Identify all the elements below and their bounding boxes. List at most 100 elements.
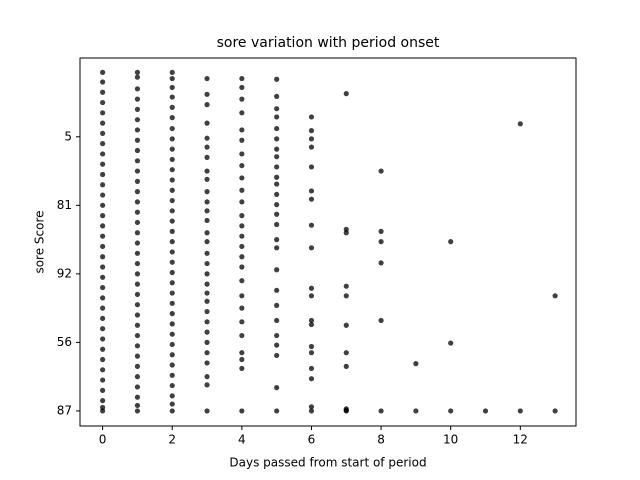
scatter-point: [239, 223, 245, 229]
scatter-point: [239, 151, 245, 157]
scatter-point: [204, 360, 210, 366]
scatter-point: [204, 189, 210, 195]
scatter-point: [100, 295, 106, 301]
scatter-point: [100, 356, 106, 363]
scatter-point: [100, 274, 106, 280]
scatter-point: [343, 293, 349, 299]
scatter-point: [100, 120, 106, 126]
scatter-point: [204, 250, 210, 256]
scatter-point: [204, 239, 210, 245]
scatter-point: [308, 222, 315, 228]
x-axis-label: Days passed from start of period: [229, 456, 426, 470]
scatter-point: [308, 144, 315, 150]
y-tick-label: 81: [57, 198, 72, 212]
scatter-point: [169, 311, 175, 317]
scatter-point: [448, 239, 454, 245]
scatter-point: [134, 343, 141, 349]
scatter-point: [134, 199, 141, 205]
scatter-point: [134, 74, 141, 80]
scatter-point: [239, 350, 245, 356]
scatter-point: [134, 168, 141, 174]
scatter-point: [134, 291, 141, 298]
scatter-point: [204, 208, 210, 214]
scatter-point: [274, 332, 280, 339]
scatter-point: [308, 321, 315, 328]
scatter-point: [204, 339, 210, 345]
scatter-point: [204, 271, 210, 277]
scatter-point: [204, 382, 210, 388]
scatter-point: [274, 245, 280, 251]
scatter-point: [274, 211, 280, 217]
scatter-point: [100, 398, 106, 404]
scatter-point: [204, 281, 210, 287]
scatter-point: [100, 305, 106, 311]
scatter-point: [239, 75, 245, 82]
scatter-point: [169, 362, 175, 368]
scatter-point: [378, 168, 384, 174]
scatter-point: [100, 233, 106, 239]
scatter-point: [169, 401, 175, 407]
scatter-point: [169, 187, 175, 193]
scatter-point: [100, 377, 106, 383]
y-tick-label: 5: [64, 129, 72, 143]
scatter-point: [100, 326, 106, 332]
scatter-point: [169, 228, 175, 234]
scatter-point: [100, 284, 106, 291]
scatter-point: [169, 177, 175, 183]
scatter-point: [100, 223, 106, 229]
scatter-point: [274, 302, 280, 308]
scatter-point: [169, 136, 175, 142]
scatter-point: [204, 101, 210, 108]
scatter-point: [482, 408, 489, 414]
scatter-point: [343, 350, 349, 356]
scatter-point: [239, 408, 245, 414]
scatter-point: [100, 161, 106, 167]
scatter-point: [134, 260, 141, 267]
scatter-point: [274, 191, 280, 197]
scatter-point: [413, 408, 419, 414]
scatter-point: [343, 230, 349, 236]
scatter-point: [274, 287, 280, 293]
scatter-point: [308, 376, 315, 382]
scatter-point: [169, 269, 175, 276]
scatter-point: [169, 393, 175, 399]
scatter-point: [100, 243, 106, 250]
x-tick-label: 6: [308, 433, 316, 447]
scatter-point: [343, 363, 349, 369]
scatter-point: [134, 147, 141, 154]
scatter-point: [274, 385, 280, 391]
scatter-point: [134, 384, 141, 390]
scatter-point: [239, 187, 245, 193]
scatter-point: [239, 110, 245, 116]
scatter-point: [134, 230, 141, 236]
scatter-point: [378, 228, 384, 234]
scatter-point: [134, 127, 141, 133]
scatter-point: [274, 181, 280, 187]
scatter-point: [239, 127, 245, 133]
scatter-point: [308, 317, 315, 324]
scatter-point: [274, 174, 280, 180]
scatter-point: [169, 352, 175, 358]
scatter-point: [169, 239, 175, 245]
scatter-point: [204, 168, 210, 174]
scatter-point: [169, 341, 175, 348]
scatter-point: [517, 121, 523, 127]
scatter-point: [169, 69, 175, 75]
scatter-point: [308, 404, 315, 410]
x-tick-label: 0: [99, 433, 107, 447]
scatter-point: [204, 120, 210, 126]
scatter-point: [134, 394, 141, 400]
scatter-point: [169, 75, 175, 82]
scatter-point: [239, 175, 245, 181]
scatter-point: [169, 300, 175, 306]
scatter-point: [204, 135, 210, 141]
scatter-point: [169, 146, 175, 152]
plot-frame: [79, 57, 577, 427]
scatter-point: [239, 278, 245, 284]
scatter-point: [100, 151, 106, 157]
scatter-point: [204, 217, 210, 224]
scatter-point: [134, 281, 141, 287]
scatter-point: [239, 162, 245, 169]
